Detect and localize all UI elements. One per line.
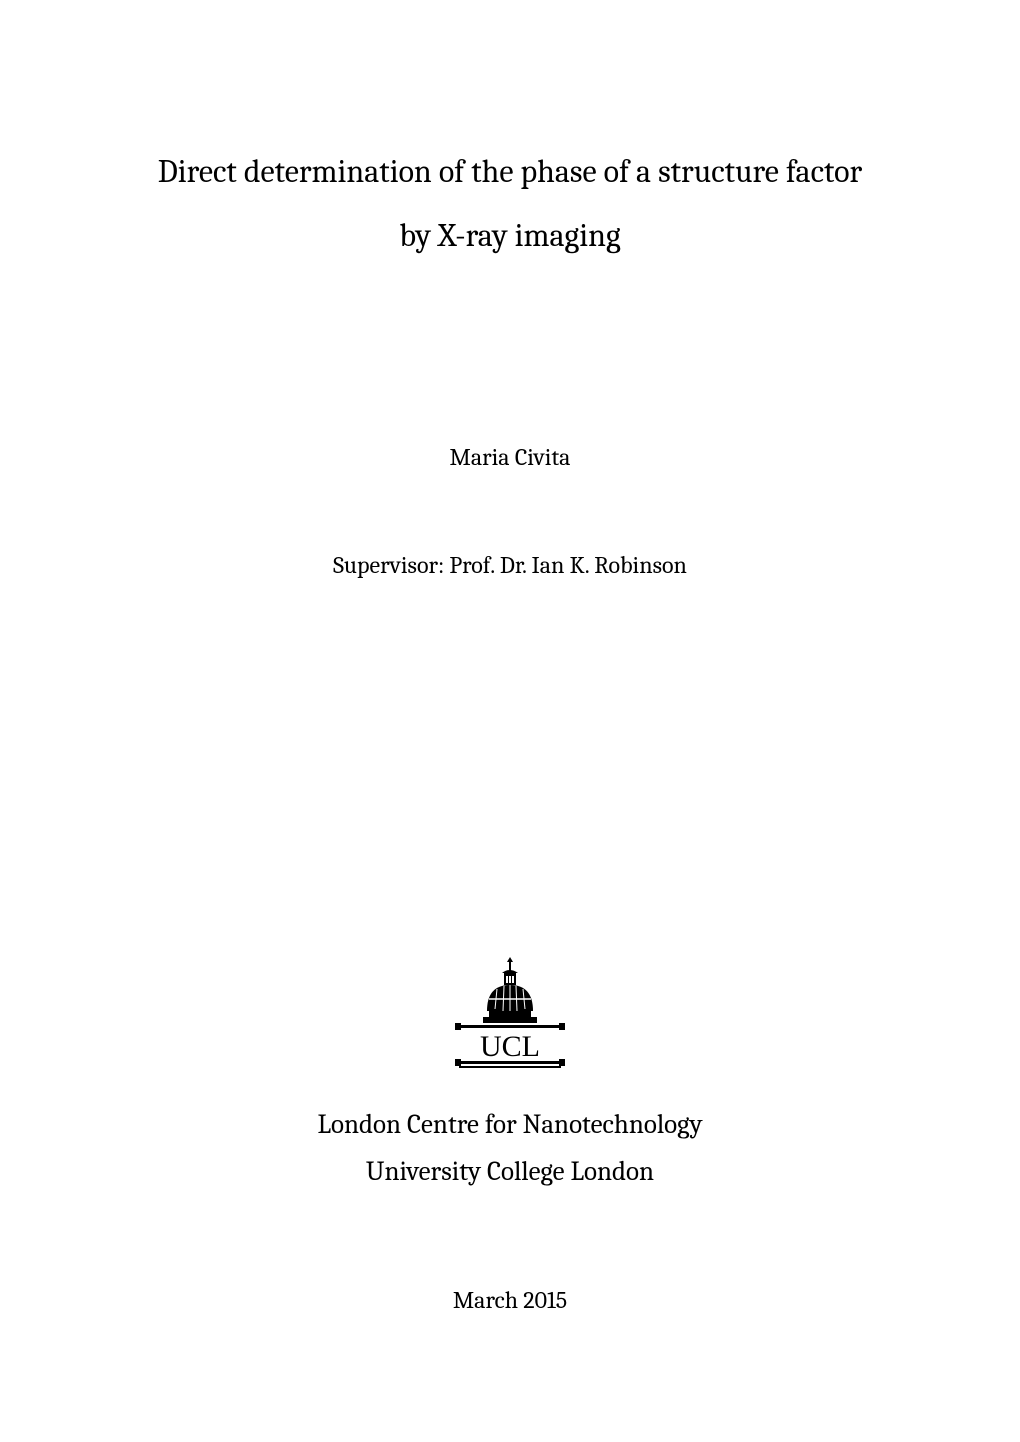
institution-line-1: London Centre for Nanotechnology xyxy=(317,1101,702,1148)
ucl-dome-icon xyxy=(483,957,537,1023)
document-title: Direct determination of the phase of a s… xyxy=(158,140,862,268)
title-page: Direct determination of the phase of a s… xyxy=(0,0,1020,1442)
date-text: March 2015 xyxy=(453,1286,567,1314)
supervisor-block: Supervisor: Prof. Dr. Ian K. Robinson xyxy=(333,551,687,579)
title-line-2: by X-ray imaging xyxy=(158,204,862,268)
institution-logo: UCL xyxy=(445,949,575,1079)
author-name: Maria Civita xyxy=(450,443,571,471)
ucl-text: UCL xyxy=(480,1030,540,1063)
title-line-1: Direct determination of the phase of a s… xyxy=(158,140,862,204)
institution-block: London Centre for Nanotechnology Univers… xyxy=(317,1101,702,1196)
author-block: Maria Civita xyxy=(450,443,571,471)
date-block: March 2015 xyxy=(453,1286,567,1314)
institution-line-2: University College London xyxy=(317,1148,702,1195)
supervisor-label: Supervisor: Prof. Dr. Ian K. Robinson xyxy=(333,551,687,579)
ucl-logo-icon: UCL xyxy=(445,949,575,1079)
